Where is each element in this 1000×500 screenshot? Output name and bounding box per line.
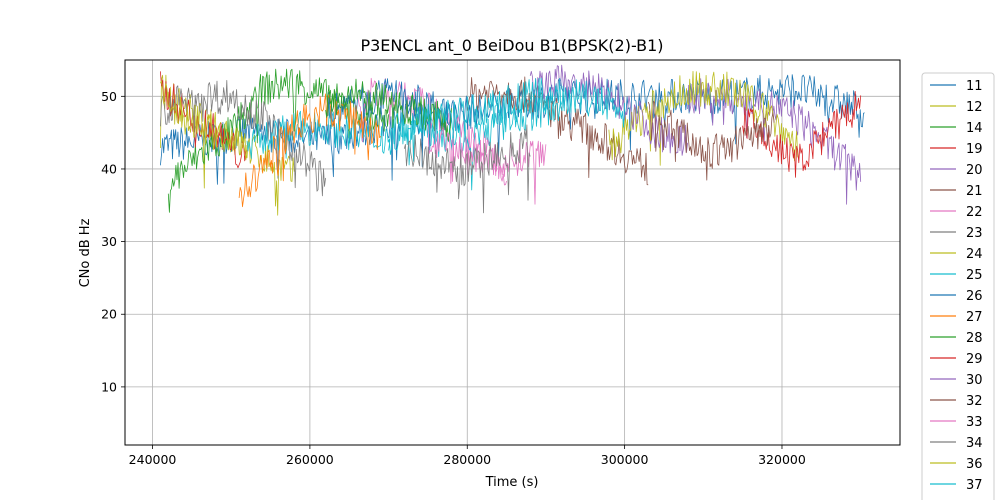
chart-title: P3ENCL ant_0 BeiDou B1(BPSK(2)-B1): [360, 36, 663, 56]
legend-label: 27: [966, 310, 983, 325]
y-tick-label: 30: [101, 234, 117, 249]
x-tick-label: 260000: [286, 452, 334, 467]
legend-label: 14: [966, 121, 983, 136]
series-line-36: [160, 80, 248, 161]
legend-label: 23: [966, 226, 983, 241]
y-tick-label: 40: [101, 161, 117, 176]
legend-label: 22: [966, 205, 983, 220]
series-line-30: [529, 64, 688, 156]
plot-frame: [124, 59, 901, 446]
series-line-27: [238, 93, 382, 208]
series-line-21: [466, 76, 649, 186]
legend-label: 30: [966, 373, 983, 388]
series-line-32: [647, 100, 775, 181]
x-tick-label: 300000: [601, 452, 649, 467]
legend-label: 20: [966, 163, 983, 178]
legend-label: 34: [966, 436, 983, 451]
legend-label: 37: [966, 478, 983, 493]
series-line-24: [608, 71, 799, 166]
series-line-23: [160, 80, 326, 197]
y-tick-label: 50: [101, 89, 117, 104]
series-line-33: [427, 123, 547, 205]
series-line-34: [403, 124, 531, 214]
legend-label: 32: [966, 394, 983, 409]
series-line-28: [325, 78, 452, 142]
legend-label: 26: [966, 289, 983, 304]
legend-label: 12: [966, 100, 983, 115]
y-axis-ticks: 10 20 30 40 50: [101, 89, 125, 394]
y-axis-label: CNo dB Hz: [78, 218, 93, 287]
legend-label: 24: [966, 247, 983, 262]
legend-label: 25: [966, 268, 983, 283]
series-line-37: [388, 77, 625, 151]
legend-label: 29: [966, 352, 983, 367]
legend-label: 28: [966, 331, 983, 346]
legend-label: 19: [966, 142, 983, 157]
series-layer: [160, 64, 865, 216]
x-axis-ticks: 240000 260000 280000 300000 320000: [129, 445, 806, 467]
y-tick-label: 10: [101, 379, 117, 394]
legend-label: 36: [966, 457, 983, 472]
x-tick-label: 240000: [129, 452, 177, 467]
x-tick-label: 280000: [443, 452, 491, 467]
legend: 11 12 14 19 20 21 22 23 24 25 26 27 28 29 30 32 33 34 36 37…: [921, 72, 995, 500]
legend-label: 21: [966, 184, 983, 199]
legend-box: [921, 72, 995, 500]
legend-label: 11: [966, 79, 983, 94]
x-axis-label: Time (s): [485, 475, 539, 490]
y-tick-label: 20: [101, 307, 117, 322]
x-tick-label: 320000: [758, 452, 806, 467]
legend-label: 33: [966, 415, 983, 430]
